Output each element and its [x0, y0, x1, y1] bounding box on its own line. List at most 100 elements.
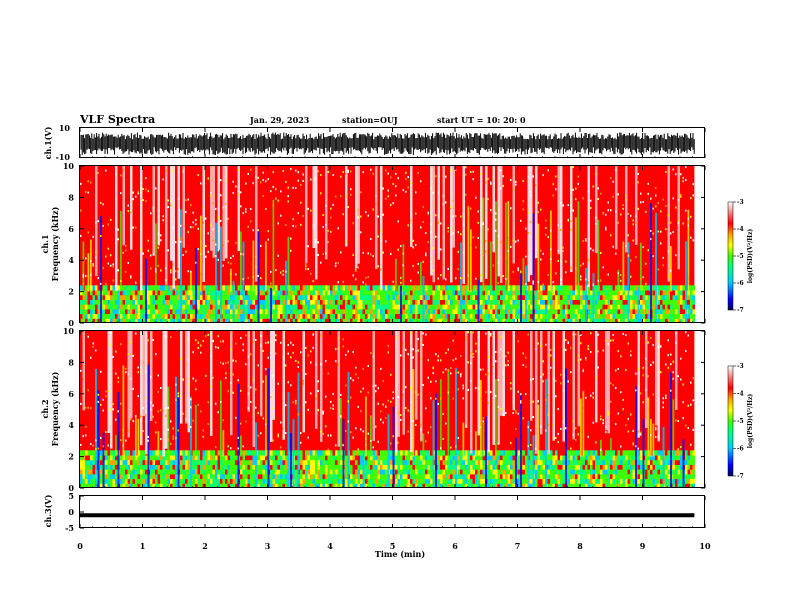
- spectrogram-cell: [112, 464, 115, 470]
- spectrogram-cell: [647, 308, 650, 315]
- spectrogram-cell: [157, 410, 159, 413]
- spectrogram-cell: [295, 285, 298, 291]
- spectrogram-cell: [227, 473, 230, 480]
- spectrogram-cell: [337, 364, 339, 367]
- spectrogram-cell: [120, 455, 123, 461]
- spectrogram-cell: [367, 365, 369, 368]
- spectrogram-cell: [492, 166, 495, 253]
- spectrogram-cell: [390, 203, 392, 206]
- spectrogram-cell: [297, 212, 299, 215]
- spectrogram-cell: [225, 179, 227, 182]
- spectrogram-cell: [157, 290, 160, 296]
- spectrogram-cell: [282, 313, 285, 319]
- spectrogram-cell: [495, 218, 497, 221]
- spectrogram-cell: [645, 210, 647, 213]
- spectrogram-cell: [510, 290, 513, 296]
- spectrogram-cell: [642, 294, 645, 300]
- spectrogram-cell: [475, 290, 478, 296]
- spectrogram-cell: [390, 478, 393, 484]
- spectrogram-cell: [297, 290, 300, 296]
- spectrogram-cell: [330, 450, 333, 456]
- spectrogram-cell: [287, 299, 290, 305]
- spectrogram-cell: [135, 313, 138, 319]
- spectrogram-cell: [107, 331, 110, 433]
- spectrogram-cell: [580, 290, 583, 296]
- spectrogram-cell: [580, 318, 583, 323]
- spectrogram-cell: [125, 450, 128, 456]
- spectrogram-cell: [205, 483, 208, 488]
- spectrogram-cell: [675, 308, 678, 315]
- spectrogram-cell: [322, 455, 325, 461]
- spectrogram-cell: [127, 331, 130, 438]
- spectrogram-cell: [685, 166, 687, 169]
- spectrogram-cell: [307, 455, 310, 461]
- spectrogram-cell: [542, 294, 545, 300]
- spectrogram-cell: [390, 304, 393, 310]
- spectrogram-cell: [235, 318, 238, 323]
- spectrogram-cell: [345, 483, 348, 488]
- spectrogram-cell: [145, 483, 148, 488]
- spectrogram-cell: [380, 239, 382, 242]
- spectrogram-cell: [370, 318, 373, 323]
- spectrogram-cell: [322, 318, 325, 323]
- spectrogram-cell: [387, 294, 390, 300]
- spectrogram-cell: [140, 478, 143, 484]
- spectrogram-cell: [267, 313, 270, 319]
- spectrogram-cell: [235, 313, 238, 319]
- spectrogram-cell: [152, 299, 155, 305]
- spectrogram-cell: [300, 183, 302, 186]
- spectrogram-cell: [110, 343, 112, 346]
- spectrogram-cell: [665, 299, 668, 305]
- spectrogram-cell: [130, 294, 133, 300]
- spectrogram-cell: [262, 380, 264, 383]
- spectrogram-cell: [150, 401, 152, 404]
- spectrogram-cell: [100, 282, 102, 285]
- spectrogram-cell: [127, 210, 129, 213]
- spectrogram-cell: [557, 304, 560, 310]
- spectrogram-cell: [625, 290, 628, 296]
- spectrogram-cell: [290, 308, 293, 315]
- spectrogram-cell: [232, 459, 235, 465]
- spectrogram-cell: [552, 308, 555, 315]
- spectrogram-cell: [355, 318, 358, 323]
- spectrogram-cell: [480, 294, 483, 300]
- spectrogram-cell: [655, 186, 657, 189]
- spectrogram-cell: [410, 285, 413, 291]
- spectrogram-cell: [285, 270, 287, 273]
- spectrogram-cell: [115, 350, 117, 353]
- spectrogram-cell: [395, 194, 397, 197]
- spectrogram-cell: [202, 459, 205, 465]
- spectrogram-cell: [412, 285, 415, 291]
- spectrogram-cell: [562, 304, 565, 310]
- spectrogram-cell: [495, 304, 498, 310]
- spectrogram-cell: [162, 331, 165, 457]
- spectrogram-cell: [310, 304, 313, 310]
- spectrogram-cell: [537, 299, 540, 305]
- spectrogram-cell: [402, 252, 404, 255]
- spectrogram-cell: [597, 318, 600, 323]
- spectrogram-cell: [285, 260, 287, 323]
- spectrogram-cell: [250, 464, 253, 470]
- spectrogram-cell: [302, 173, 304, 176]
- spectrogram-cell: [220, 400, 222, 403]
- spectrogram-cell: [337, 455, 340, 461]
- spectrogram-cell: [252, 308, 255, 315]
- spectrogram-cell: [675, 290, 678, 296]
- spectrogram-cell: [397, 411, 399, 414]
- spectrogram-cell: [565, 318, 568, 323]
- spectrogram-cell: [112, 294, 115, 300]
- spectrogram-cell: [645, 290, 648, 296]
- spectrogram-cell: [535, 184, 537, 187]
- spectrogram-cell: [395, 473, 398, 480]
- spectrogram-cell: [507, 203, 510, 292]
- spectrogram-cell: [140, 182, 142, 185]
- spectrogram-cell: [590, 294, 593, 300]
- spectrogram-cell: [420, 308, 423, 315]
- spectrogram-cell: [217, 313, 220, 319]
- spectrogram-cell: [612, 294, 615, 300]
- spectrogram-cell: [150, 450, 153, 456]
- spectrogram-cell: [125, 270, 127, 273]
- spectrogram-cell: [692, 313, 695, 319]
- spectrogram-cell: [435, 214, 437, 217]
